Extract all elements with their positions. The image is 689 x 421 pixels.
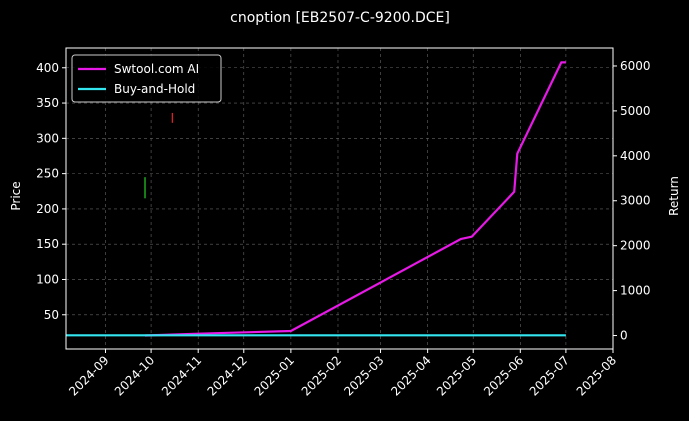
y-right-tick-label: 3000 (620, 194, 651, 208)
y-right-tick-label: 4000 (620, 149, 651, 163)
x-tick-label: 2025-01 (252, 353, 297, 398)
y-right-tick-label: 6000 (620, 59, 651, 73)
x-tick-label: 2025-06 (481, 353, 526, 398)
y-right-axis-label: Return (667, 176, 681, 216)
x-tick-label: 2024-10 (112, 353, 157, 398)
x-tick-label: 2025-08 (574, 353, 619, 398)
x-tick-label: 2024-11 (159, 353, 204, 398)
y-left-axis-ticks: 50 100 150 200 250 300 350 400 (36, 61, 66, 322)
price-marks (144, 112, 174, 199)
chart-title: cnoption [EB2507-C-9200.DCE] (230, 10, 450, 26)
x-tick-label: 2024-12 (205, 353, 250, 398)
y-left-tick-label: 200 (36, 202, 59, 216)
y-right-tick-label: 0 (620, 329, 628, 343)
legend-box (71, 54, 222, 103)
y-left-tick-label: 250 (36, 167, 59, 181)
legend: Swtool.com AI Buy-and-Hold (71, 54, 222, 103)
x-tick-label: 2025-02 (299, 353, 344, 398)
x-tick-label: 2025-07 (527, 353, 572, 398)
y-left-tick-label: 150 (36, 237, 59, 251)
y-right-axis-ticks: 0 1000 2000 3000 4000 5000 6000 (613, 59, 651, 343)
y-left-axis-label: Price (9, 181, 23, 210)
y-left-tick-label: 100 (36, 272, 59, 286)
x-tick-label: 2024-09 (66, 353, 111, 398)
x-tick-label: 2025-05 (434, 353, 479, 398)
y-left-tick-label: 300 (36, 131, 59, 145)
legend-label: Swtool.com AI (114, 62, 199, 76)
legend-label: Buy-and-Hold (114, 82, 195, 96)
y-right-tick-label: 1000 (620, 284, 651, 298)
y-left-tick-label: 50 (44, 308, 59, 322)
x-tick-label: 2025-03 (341, 353, 386, 398)
y-left-tick-label: 400 (36, 61, 59, 75)
y-right-tick-label: 5000 (620, 104, 651, 118)
grid (66, 48, 614, 349)
y-left-tick-label: 350 (36, 96, 59, 110)
x-tick-label: 2025-04 (388, 353, 433, 398)
plot-frame (65, 47, 614, 350)
series-line (144, 61, 566, 337)
y-right-tick-label: 2000 (620, 239, 651, 253)
x-axis-ticks: 2024-09 2024-10 2024-11 2024-12 2025-01 2025-… (66, 349, 619, 399)
series-lines (66, 61, 566, 337)
